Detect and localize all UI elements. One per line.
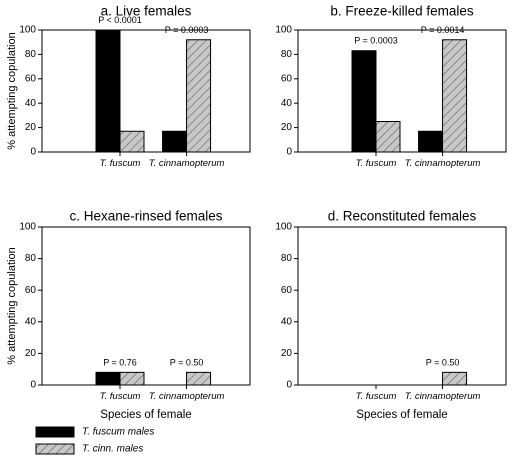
category-label: T. cinnamopterum bbox=[149, 158, 225, 169]
y-tick-label: 60 bbox=[281, 285, 293, 296]
bar bbox=[375, 121, 401, 153]
plot-frame bbox=[41, 226, 251, 386]
x-axis-label: Species of female bbox=[100, 409, 191, 421]
y-tick-label: 40 bbox=[25, 98, 37, 109]
y-tick-label: 100 bbox=[275, 222, 292, 233]
p-value-label: P = 0.76 bbox=[103, 357, 137, 367]
y-tick-label: 100 bbox=[19, 25, 36, 36]
y-tick-label: 40 bbox=[281, 98, 293, 109]
y-tick-label: 20 bbox=[25, 122, 37, 133]
p-value-label: P = 0.0003 bbox=[165, 25, 209, 35]
x-axis-label: Species of female bbox=[356, 409, 447, 421]
p-value-label: P = 0.50 bbox=[170, 357, 204, 367]
y-tick-label: 80 bbox=[281, 253, 293, 264]
legend-label: T. fuscum males bbox=[82, 427, 154, 438]
y-tick-label: 0 bbox=[30, 147, 36, 158]
y-tick-label: 0 bbox=[30, 380, 36, 391]
y-tick-label: 0 bbox=[286, 380, 292, 391]
legend-entry: T. cinn. males bbox=[35, 443, 143, 455]
category-label: T. cinnamopterum bbox=[405, 391, 481, 402]
category-label: T. fuscum bbox=[100, 158, 141, 169]
plot-frame bbox=[297, 29, 507, 153]
y-axis-label: % attempting copulation bbox=[6, 247, 18, 364]
y-axis-label: % attempting copulation bbox=[6, 32, 18, 149]
bar bbox=[442, 39, 468, 153]
chart-panel: a. Live females 0 20 40 60 80 100% attempting … bbox=[6, 4, 251, 169]
category-label: T. fuscum bbox=[100, 391, 141, 402]
panel-title: a. Live females bbox=[101, 4, 192, 19]
legend-swatch bbox=[35, 443, 75, 455]
bar bbox=[442, 371, 468, 386]
panel-title: d. Reconstituted females bbox=[328, 209, 477, 224]
bar bbox=[418, 130, 444, 153]
y-tick-label: 100 bbox=[275, 25, 292, 36]
p-value-label: P = 0.0003 bbox=[354, 36, 398, 46]
bar bbox=[119, 130, 145, 153]
plot-frame bbox=[41, 29, 251, 153]
p-value-label: P = 0.50 bbox=[426, 357, 460, 367]
y-tick-label: 100 bbox=[19, 222, 36, 233]
y-tick-label: 40 bbox=[281, 316, 293, 327]
p-value-label: P = 0.0014 bbox=[421, 25, 465, 35]
y-tick-label: 20 bbox=[281, 348, 293, 359]
bar bbox=[95, 371, 121, 386]
category-label: T. fuscum bbox=[356, 158, 397, 169]
chart-panel: c. Hexane-rinsed females 0 20 40 60 80 100 % at… bbox=[6, 209, 251, 421]
bar bbox=[162, 130, 188, 153]
bar bbox=[186, 371, 212, 386]
legend-entry: T. fuscum males bbox=[35, 426, 154, 438]
bar bbox=[351, 50, 377, 153]
legend: T. fuscum males T. cinn. males bbox=[35, 426, 154, 455]
y-tick-label: 80 bbox=[25, 49, 37, 60]
y-tick-label: 60 bbox=[25, 73, 37, 84]
plot-frame bbox=[297, 226, 507, 386]
category-label: T. cinnamopterum bbox=[405, 158, 481, 169]
y-tick-label: 60 bbox=[281, 73, 293, 84]
y-tick-label: 60 bbox=[25, 285, 37, 296]
chart-panel: d. Reconstituted females 0 20 40 60 80 100 T. f… bbox=[275, 209, 507, 421]
y-tick-label: 80 bbox=[281, 49, 293, 60]
category-label: T. fuscum bbox=[356, 391, 397, 402]
chart-panel: b. Freeze-killed females 0 20 40 60 80 100 T. f… bbox=[275, 4, 507, 169]
y-tick-label: 40 bbox=[25, 316, 37, 327]
legend-label: T. cinn. males bbox=[82, 444, 143, 455]
panel-title: c. Hexane-rinsed females bbox=[69, 209, 222, 224]
bar bbox=[119, 371, 145, 386]
bar bbox=[95, 29, 121, 153]
y-tick-label: 80 bbox=[25, 253, 37, 264]
category-label: T. cinnamopterum bbox=[149, 391, 225, 402]
legend-swatch bbox=[35, 426, 75, 438]
y-tick-label: 0 bbox=[286, 147, 292, 158]
bar bbox=[186, 39, 212, 153]
panel-title: b. Freeze-killed females bbox=[330, 4, 474, 19]
y-tick-label: 20 bbox=[25, 348, 37, 359]
y-tick-label: 20 bbox=[281, 122, 293, 133]
p-value-label: P < 0.0001 bbox=[98, 15, 142, 25]
